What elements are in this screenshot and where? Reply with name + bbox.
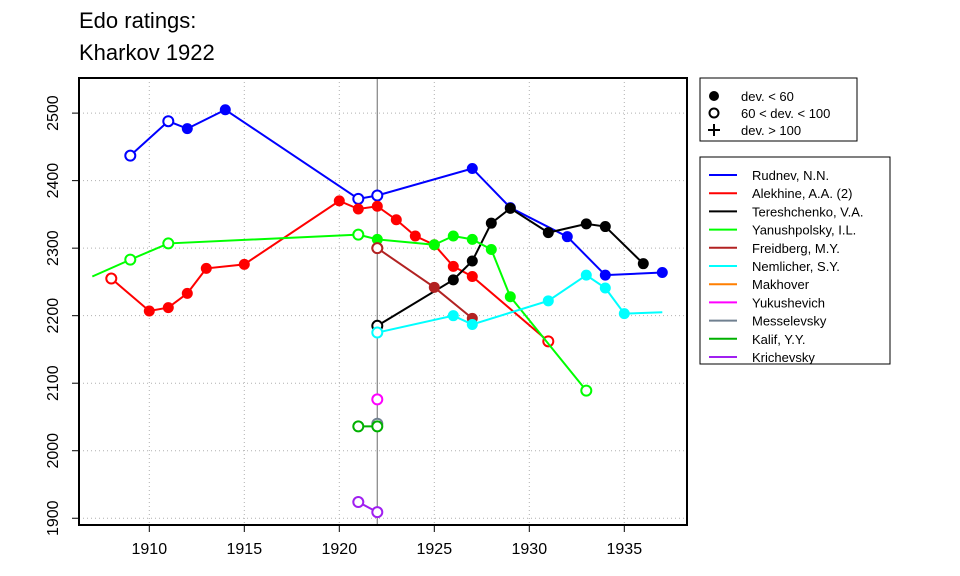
data-point xyxy=(637,258,649,270)
data-point xyxy=(447,260,459,272)
x-tick-label: 1920 xyxy=(322,541,358,558)
data-point xyxy=(352,420,365,433)
y-tick-label: 2200 xyxy=(45,298,62,334)
data-point xyxy=(428,281,440,293)
series-legend-label: Makhover xyxy=(752,277,810,292)
data-point xyxy=(333,195,345,207)
series-legend-box xyxy=(699,156,891,365)
data-point xyxy=(542,227,554,239)
series-line-0 xyxy=(129,108,663,277)
y-tick-label: 1900 xyxy=(45,500,62,536)
x-tick-label: 1910 xyxy=(132,541,168,558)
data-point xyxy=(580,269,592,281)
data-point xyxy=(561,231,573,243)
symbol-legend-label: 60 < dev. < 100 xyxy=(741,106,830,121)
symbol-legend-label: dev. < 60 xyxy=(741,89,794,104)
y-tick-label: 2000 xyxy=(45,433,62,469)
data-point xyxy=(618,308,630,320)
data-point xyxy=(466,255,478,267)
series-legend-label: Alekhine, A.A. (2) xyxy=(752,186,852,201)
data-point xyxy=(580,218,592,230)
series-legend-label: Tereshchenko, V.A. xyxy=(752,204,864,219)
data-point xyxy=(466,162,478,174)
data-point xyxy=(219,104,231,116)
data-point xyxy=(352,228,365,241)
series-legend-label: Krichevsky xyxy=(752,350,815,365)
data-point xyxy=(542,335,555,348)
data-point xyxy=(238,258,250,270)
series-legend-label: Freidberg, M.Y. xyxy=(752,241,840,256)
y-tick-label: 2300 xyxy=(45,230,62,266)
data-point xyxy=(162,237,175,250)
data-point xyxy=(371,420,384,433)
series-legend-label: Rudnev, N.N. xyxy=(752,168,829,183)
data-point xyxy=(124,149,137,162)
data-point xyxy=(352,203,364,215)
data-point xyxy=(447,310,459,322)
series-legend-label: Yukushevich xyxy=(752,295,825,310)
x-tick-label: 1935 xyxy=(607,541,643,558)
data-point xyxy=(162,115,175,128)
data-point xyxy=(371,189,384,202)
data-point xyxy=(162,302,174,314)
series-line-5 xyxy=(377,273,663,334)
series-legend-label: Nemlicher, S.Y. xyxy=(752,259,840,274)
data-point xyxy=(371,506,384,519)
data-point xyxy=(447,230,459,242)
series-line-4 xyxy=(376,247,473,320)
data-point xyxy=(447,274,459,286)
data-point xyxy=(352,192,365,205)
data-point xyxy=(352,496,365,509)
data-point xyxy=(124,253,137,266)
plot-frame xyxy=(78,77,688,526)
symbol-legend-label: dev. > 100 xyxy=(741,123,801,138)
data-point xyxy=(485,217,497,229)
data-point xyxy=(580,384,593,397)
data-point xyxy=(371,242,384,255)
x-tick-label: 1925 xyxy=(417,541,453,558)
chart-title-line-2: Kharkov 1922 xyxy=(79,40,215,65)
symbol-legend-box xyxy=(699,77,858,142)
data-point xyxy=(599,221,611,233)
data-point xyxy=(371,200,383,212)
legend-open-marker xyxy=(708,107,720,119)
data-point xyxy=(599,269,611,281)
data-point xyxy=(466,233,478,245)
y-tick-label: 2100 xyxy=(45,365,62,401)
data-point xyxy=(504,291,516,303)
data-point xyxy=(181,123,193,135)
data-point xyxy=(390,214,402,226)
data-point xyxy=(504,202,516,214)
chart-title-line-1: Edo ratings: xyxy=(79,8,197,33)
y-tick-label: 2500 xyxy=(45,95,62,131)
data-point xyxy=(599,282,611,294)
data-point xyxy=(371,393,384,406)
data-point xyxy=(466,271,478,283)
legend-filled-marker xyxy=(709,91,719,101)
data-point xyxy=(181,287,193,299)
data-point xyxy=(409,230,421,242)
series-legend-label: Yanushpolsky, I.L. xyxy=(752,223,856,238)
series-legend-label: Kalif, Y.Y. xyxy=(752,332,806,347)
data-point xyxy=(200,262,212,274)
data-point xyxy=(428,239,440,251)
data-point xyxy=(656,266,668,278)
data-point xyxy=(466,318,478,330)
data-point xyxy=(105,272,118,285)
x-tick-label: 1930 xyxy=(512,541,548,558)
series-legend-label: Messelevsky xyxy=(752,314,827,329)
data-point xyxy=(143,305,155,317)
data-point xyxy=(485,244,497,256)
x-tick-label: 1915 xyxy=(227,541,263,558)
data-point xyxy=(371,326,384,339)
data-point xyxy=(542,295,554,307)
y-tick-label: 2400 xyxy=(45,163,62,199)
